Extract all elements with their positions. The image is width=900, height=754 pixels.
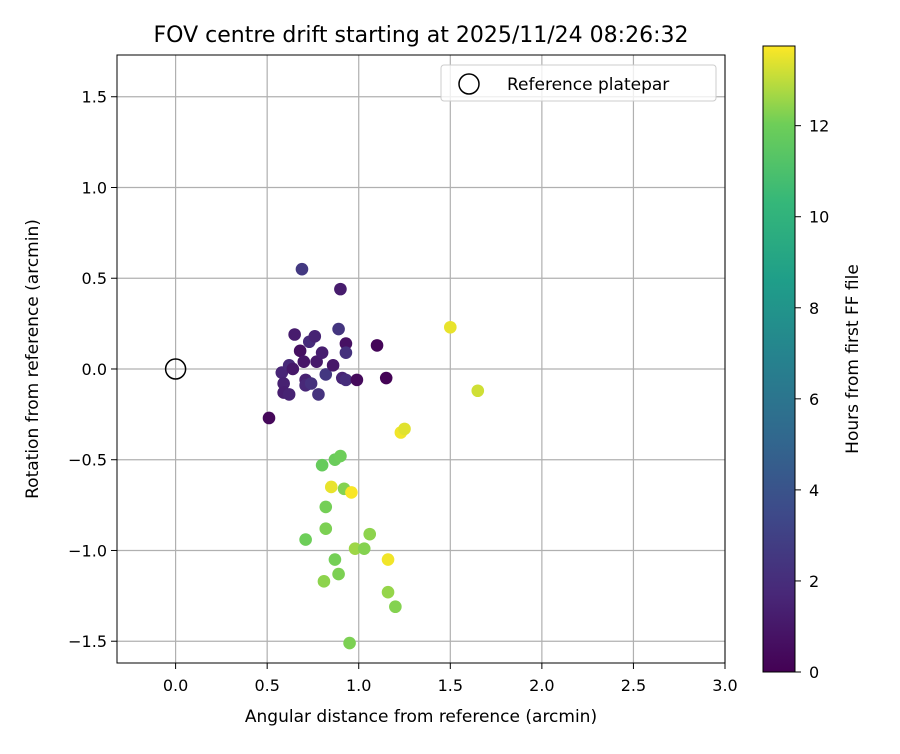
x-tick-label: 2.5 — [621, 676, 646, 695]
x-axis: 0.0 0.5 1.0 1.5 2.0 2.5 3.0 — [163, 663, 738, 695]
data-point — [381, 585, 395, 599]
data-points — [262, 262, 485, 650]
data-point — [315, 458, 329, 472]
data-point — [471, 384, 485, 398]
y-tick-label: 0.0 — [82, 360, 107, 379]
y-tick-label: 1.0 — [82, 178, 107, 197]
data-point — [334, 282, 347, 296]
data-point — [319, 500, 333, 514]
colorbar-tick-label: 2 — [809, 572, 819, 591]
reference-layer — [164, 358, 187, 380]
reference-platepar-marker — [164, 358, 187, 380]
y-axis: −1.5 −1.0 −0.5 0.0 0.5 1.0 1.5 — [68, 88, 117, 651]
colorbar-label: Hours from first FF file — [843, 264, 863, 454]
data-point — [339, 346, 353, 359]
data-point — [370, 339, 384, 352]
colorbar-gradient — [762, 45, 796, 673]
legend: Reference platepar — [440, 64, 717, 102]
data-point — [293, 344, 307, 358]
x-tick-label: 1.5 — [438, 676, 463, 695]
colorbar-tick-label: 0 — [809, 663, 819, 682]
data-point — [262, 411, 276, 425]
data-point — [312, 388, 325, 401]
data-point — [348, 542, 362, 555]
colorbar-tick-label: 12 — [809, 117, 829, 136]
data-point — [315, 346, 329, 359]
data-point — [326, 359, 340, 372]
data-point — [297, 355, 311, 369]
data-point — [317, 575, 331, 588]
x-tick-label: 3.0 — [712, 676, 737, 695]
data-point — [398, 422, 411, 436]
data-point — [339, 337, 353, 350]
y-tick-label: 1.5 — [82, 88, 107, 107]
data-point — [345, 486, 358, 499]
data-point — [324, 480, 338, 494]
data-point — [282, 388, 296, 401]
data-point — [444, 320, 457, 334]
legend-label-reference: Reference platepar — [507, 75, 669, 95]
colorbar-tick-label: 6 — [809, 390, 819, 409]
data-point — [319, 368, 333, 381]
chart-title: FOV centre drift starting at 2025/11/24 … — [154, 23, 689, 48]
grid — [117, 55, 726, 663]
y-tick-label: 0.5 — [82, 269, 107, 288]
data-point — [310, 355, 323, 369]
data-point — [389, 600, 402, 614]
y-axis-label: Rotation from reference (arcmin) — [23, 219, 43, 499]
data-point — [319, 522, 333, 535]
x-axis-label: Angular distance from reference (arcmin) — [245, 707, 597, 727]
data-point — [343, 636, 356, 650]
x-tick-label: 2.0 — [529, 676, 554, 695]
y-tick-label: −0.5 — [68, 451, 107, 470]
x-tick-label: 0.0 — [163, 676, 188, 695]
data-point — [295, 262, 309, 276]
plot-frame — [116, 54, 726, 664]
x-tick-label: 1.0 — [346, 676, 371, 695]
data-point — [379, 371, 393, 385]
legend-marker-reference — [458, 73, 480, 95]
x-tick-label: 0.5 — [254, 676, 279, 695]
colorbar-ticks: 0 2 4 6 8 10 12 — [795, 117, 829, 682]
data-point — [332, 567, 345, 581]
y-tick-label: −1.0 — [68, 541, 107, 560]
colorbar-tick-label: 10 — [809, 208, 829, 227]
colorbar: 0 2 4 6 8 10 12 Hours from first FF file — [762, 45, 863, 682]
legend-box — [440, 64, 717, 102]
colorbar-tick-label: 8 — [809, 299, 819, 318]
data-point — [363, 527, 377, 541]
data-point — [381, 553, 395, 566]
data-point — [304, 377, 318, 390]
data-point — [308, 330, 322, 343]
data-point — [288, 328, 301, 341]
y-tick-label: −1.5 — [68, 632, 107, 651]
data-point — [277, 377, 290, 390]
data-point — [334, 449, 347, 463]
data-point — [328, 553, 342, 566]
data-point — [332, 322, 345, 336]
colorbar-tick-label: 4 — [809, 481, 819, 500]
data-point — [357, 542, 371, 555]
data-point — [339, 373, 353, 387]
data-point — [350, 373, 364, 387]
data-point — [299, 533, 312, 546]
data-point — [286, 362, 300, 376]
